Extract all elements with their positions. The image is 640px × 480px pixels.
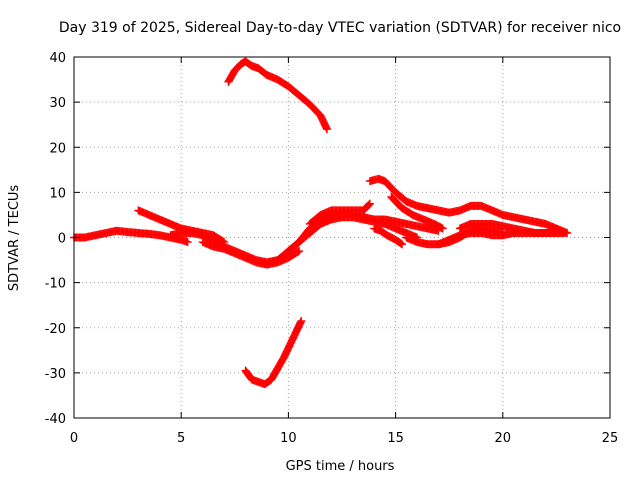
chart-title: Day 319 of 2025, Sidereal Day-to-day VTE…: [59, 20, 621, 36]
y-tick-label: -30: [45, 367, 66, 382]
y-tick-label: 0: [58, 232, 66, 247]
data-point: [365, 199, 374, 208]
x-tick-label: 25: [602, 431, 619, 446]
data-point: [396, 239, 405, 248]
series-arc-15: [455, 219, 561, 237]
data-point: [322, 125, 331, 134]
y-axis-label: SDTVAR / TECUs: [7, 185, 22, 292]
x-tick-label: 0: [70, 431, 78, 446]
data-point: [295, 247, 304, 256]
data-point: [297, 316, 306, 325]
y-tick-label: 10: [49, 186, 66, 201]
series-arc-6: [241, 316, 306, 389]
data-point: [364, 201, 373, 210]
axes: 0 5 10 15 20 25 -40 -30 -20 -10 0 10 20 30 40: [45, 51, 619, 446]
x-tick-label: 20: [495, 431, 512, 446]
data-point: [398, 240, 407, 249]
series-arc-10: [365, 174, 572, 237]
y-tick-label: 20: [49, 141, 66, 156]
y-tick-label: -40: [45, 412, 66, 427]
data-point: [552, 226, 561, 235]
grid: [74, 57, 610, 418]
data-point: [364, 200, 373, 209]
series-arc-8: [284, 208, 443, 256]
y-tick-label: 40: [49, 51, 66, 66]
x-axis-label: GPS time / hours: [286, 459, 395, 474]
x-tick-label: 5: [177, 431, 185, 446]
x-tick-label: 10: [280, 431, 297, 446]
y-tick-label: -20: [45, 322, 66, 337]
data-point: [293, 247, 302, 256]
x-tick-label: 15: [387, 431, 404, 446]
data-points: [70, 57, 572, 389]
data-point: [438, 224, 447, 233]
data-point: [183, 238, 192, 247]
data-point: [560, 228, 569, 237]
series-arc-12: [370, 224, 407, 249]
series-arc-11: [387, 192, 447, 233]
y-tick-label: 30: [49, 96, 66, 111]
series-arc-5: [224, 57, 331, 134]
y-tick-label: -10: [45, 277, 66, 292]
series-arc-4: [198, 238, 304, 269]
series-arc-9: [305, 199, 374, 228]
